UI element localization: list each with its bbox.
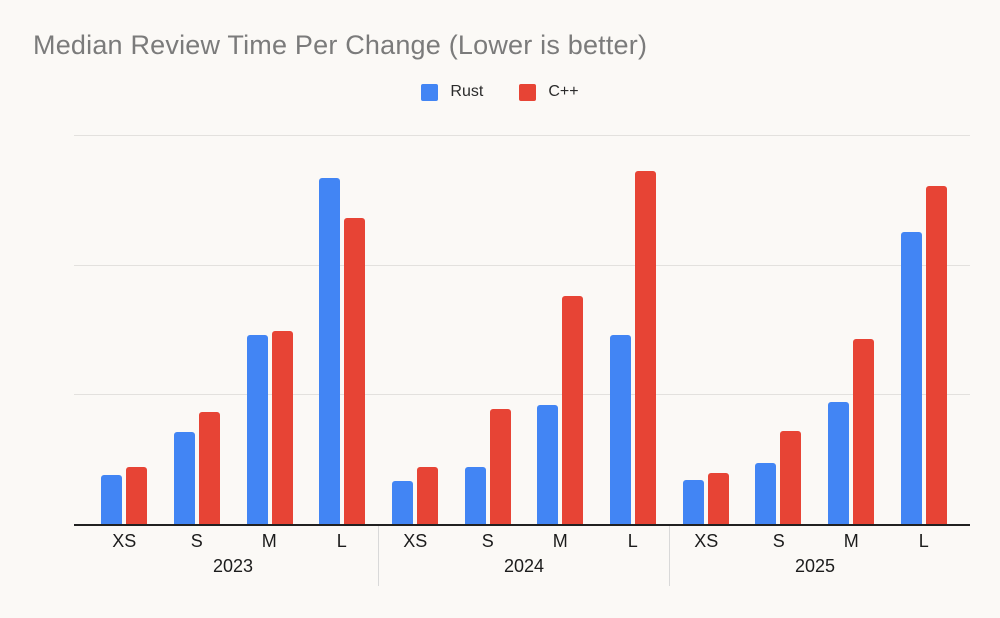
- category-label-2025-l: L: [918, 530, 929, 551]
- category-label-2023-s: S: [190, 530, 203, 551]
- chart-legend: Rust C++: [0, 83, 1000, 101]
- axis-group-2023: XS S M L 2023: [88, 526, 379, 586]
- bar-cell-2023-m: [233, 135, 306, 524]
- axis-group-2024: XS S M L 2024: [379, 526, 670, 586]
- category-label-2024-m: M: [552, 530, 568, 551]
- category-label-2023-l: L: [336, 530, 347, 551]
- bar-group-2024: [379, 135, 670, 524]
- bar-cell-2024-m: [524, 135, 597, 524]
- year-label-2024: 2024: [503, 556, 545, 576]
- x-axis-labels: XS S M L 2023 XS S M L 2024 XS S M L 2025: [88, 526, 960, 586]
- bar-rust-2024-l[interactable]: [610, 335, 632, 524]
- gridline: [74, 394, 970, 395]
- bar-rust-2023-s[interactable]: [174, 432, 195, 524]
- bar-cpp-2023-l[interactable]: [344, 218, 366, 524]
- bar-cell-2023-xs: [88, 135, 161, 524]
- axis-group-2025: XS S M L 2025: [670, 526, 960, 586]
- bar-cell-2024-s: [451, 135, 524, 524]
- chart-area: XS S M L 2023 XS S M L 2024 XS S M L 2025: [74, 135, 970, 586]
- bar-group-2025: [669, 135, 960, 524]
- category-label-2024-xs: XS: [403, 530, 428, 551]
- bars-region: [88, 135, 960, 524]
- year-label-2023: 2023: [212, 556, 254, 576]
- page-title: Median Review Time Per Change (Lower is …: [33, 30, 648, 60]
- cpp-series-swatch-icon: [519, 83, 537, 101]
- legend-item-cpp[interactable]: C++: [519, 83, 579, 101]
- bar-rust-2023-l[interactable]: [319, 178, 341, 524]
- bar-cpp-2024-l[interactable]: [635, 171, 657, 524]
- bar-cpp-2025-m[interactable]: [853, 339, 875, 524]
- bar-cell-2025-m: [815, 135, 888, 524]
- bar-cell-2024-l: [597, 135, 670, 524]
- bar-rust-2024-m[interactable]: [537, 405, 559, 524]
- bar-cpp-2025-xs[interactable]: [707, 473, 729, 524]
- bar-cell-2024-xs: [379, 135, 452, 524]
- legend-item-rust[interactable]: Rust: [421, 83, 483, 101]
- category-label-2024-s: S: [481, 530, 494, 551]
- bar-cpp-2024-s[interactable]: [489, 409, 511, 524]
- bar-cell-2023-l: [306, 135, 379, 524]
- bar-cell-2025-xs: [669, 135, 742, 524]
- bar-rust-2024-xs[interactable]: [392, 481, 413, 524]
- rust-series-swatch-icon: [421, 83, 439, 101]
- bar-cell-2025-s: [742, 135, 815, 524]
- bar-cpp-2023-m[interactable]: [271, 331, 293, 524]
- bar-rust-2025-s[interactable]: [755, 463, 777, 524]
- plot-area: [74, 135, 970, 526]
- category-label-2024-l: L: [627, 530, 638, 551]
- bar-rust-2025-l[interactable]: [900, 232, 922, 524]
- size-labels-row: XS S M L: [670, 526, 960, 556]
- legend-label-rust: Rust: [450, 83, 484, 100]
- bar-cpp-2024-m[interactable]: [562, 296, 584, 524]
- bar-rust-2024-s[interactable]: [464, 467, 486, 524]
- bar-rust-2025-m[interactable]: [828, 402, 850, 524]
- bar-cpp-2025-l[interactable]: [925, 186, 947, 524]
- year-label-2025: 2025: [794, 556, 836, 576]
- size-labels-row: XS S M L: [88, 526, 378, 556]
- bar-cell-2023-s: [161, 135, 234, 524]
- bar-cell-2025-l: [887, 135, 960, 524]
- bar-cpp-2023-xs[interactable]: [126, 467, 148, 524]
- gridline: [74, 135, 970, 136]
- bar-cpp-2023-s[interactable]: [199, 412, 220, 524]
- gridline: [74, 265, 970, 266]
- category-label-2023-m: M: [261, 530, 277, 551]
- bar-rust-2023-m[interactable]: [246, 335, 268, 524]
- category-label-2025-m: M: [843, 530, 859, 551]
- bar-cpp-2025-s[interactable]: [780, 431, 802, 524]
- bar-cpp-2024-xs[interactable]: [417, 467, 438, 524]
- legend-label-cpp: C++: [548, 83, 579, 100]
- category-label-2023-xs: XS: [112, 530, 137, 551]
- bar-rust-2025-xs[interactable]: [682, 480, 704, 524]
- size-labels-row: XS S M L: [379, 526, 669, 556]
- category-label-2025-xs: XS: [694, 530, 719, 551]
- bar-group-2023: [88, 135, 379, 524]
- bar-rust-2023-xs[interactable]: [101, 475, 123, 524]
- category-label-2025-s: S: [772, 530, 785, 551]
